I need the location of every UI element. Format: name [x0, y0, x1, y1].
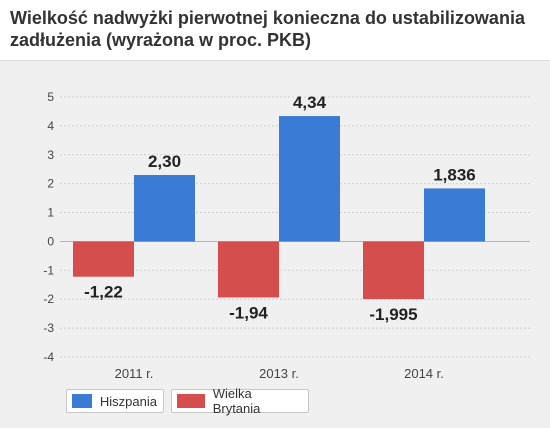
legend-item-hiszpania[interactable]: Hiszpania: [66, 389, 164, 413]
data-label-wielka-brytania: -1,995: [369, 305, 417, 324]
y-tick-label: -1: [43, 263, 54, 277]
y-tick-label: -3: [43, 321, 54, 335]
y-tick-label: 0: [47, 234, 54, 248]
y-tick-label: 3: [47, 148, 54, 162]
y-tick-label: 5: [47, 90, 54, 104]
bar-wielka-brytania: [363, 241, 424, 300]
legend-swatch-hiszpania: [72, 394, 92, 408]
chart-title: Wielkość nadwyżki pierwotnej konieczna d…: [10, 8, 525, 50]
data-label-hiszpania: 1,836: [433, 165, 476, 184]
chart-header: Wielkość nadwyżki pierwotnej konieczna d…: [0, 0, 550, 61]
plot-area: 5 4 3 2 1 0 -1 -2 -3 -4 -1,22 2,30 2011 r. -1,94 4,34 2…: [0, 61, 550, 428]
bar-wielka-brytania: [73, 241, 134, 277]
bar-hiszpania: [424, 188, 485, 242]
bar-chart: 5 4 3 2 1 0 -1 -2 -3 -4 -1,22 2,30 2011 r. -1,94 4,34 2…: [43, 90, 530, 381]
y-tick-label: 1: [47, 206, 54, 220]
data-label-wielka-brytania: -1,22: [84, 283, 123, 302]
y-tick-label: -4: [43, 350, 54, 364]
data-label-hiszpania: 2,30: [148, 152, 181, 171]
data-label-hiszpania: 4,34: [293, 93, 327, 112]
x-category-label: 2014 r.: [404, 366, 444, 381]
bar-hiszpania: [279, 116, 340, 242]
y-tick-label: 2: [47, 177, 54, 191]
x-category-label: 2013 r.: [259, 366, 299, 381]
y-tick-label: -2: [43, 292, 54, 306]
bar-wielka-brytania: [218, 241, 279, 298]
legend-swatch-wielka-brytania: [177, 394, 205, 408]
data-label-wielka-brytania: -1,94: [229, 303, 268, 322]
legend-label-hiszpania: Hiszpania: [99, 393, 157, 409]
legend-item-wielka-brytania[interactable]: Wielka Brytania: [171, 386, 309, 416]
bar-hiszpania: [134, 175, 195, 242]
x-category-label: 2011 r.: [115, 366, 154, 381]
legend-label-wielka-brytania: Wielka Brytania: [212, 386, 261, 416]
y-tick-label: 4: [47, 119, 54, 133]
